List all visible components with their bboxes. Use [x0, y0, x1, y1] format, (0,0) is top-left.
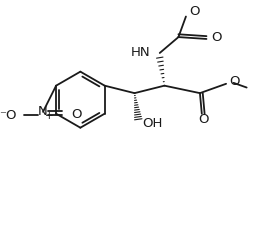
Text: O: O [229, 75, 239, 88]
Text: O: O [211, 31, 222, 44]
Text: +: + [45, 111, 54, 122]
Text: ⁻O: ⁻O [0, 109, 17, 122]
Text: O: O [190, 5, 200, 18]
Text: O: O [71, 108, 82, 121]
Text: N: N [38, 105, 48, 118]
Text: O: O [198, 113, 209, 126]
Text: HN: HN [131, 47, 151, 60]
Text: OH: OH [142, 117, 162, 131]
